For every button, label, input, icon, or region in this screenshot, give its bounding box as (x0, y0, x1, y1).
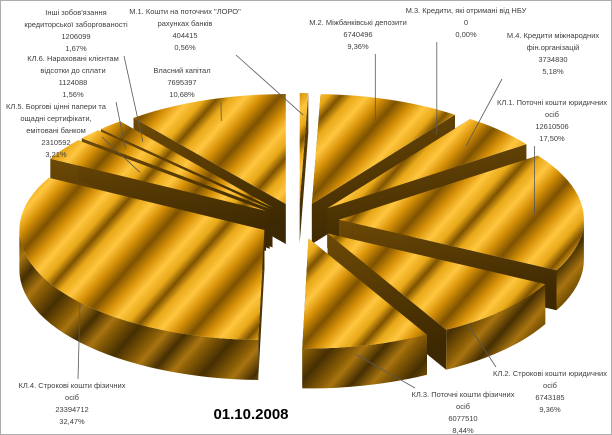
slice-label-value: 0 (463, 18, 469, 27)
slice-label-name: М.2. Міжбанківські депозити (309, 18, 407, 27)
leader-lines (77, 42, 535, 389)
slice-label-value: 6740496 (343, 30, 373, 39)
slice-label-value: 6743185 (535, 393, 565, 402)
slice-label-m1: М.1. Кошти на поточних "ЛОРО" рахунках б… (126, 6, 244, 54)
slice-label-percent: 9,36% (347, 42, 369, 51)
slice-label-percent: 32,47% (59, 417, 85, 426)
slice-label-inshi: Інші зобов'язання кредиторської заборгов… (20, 7, 132, 55)
slice-label-m4: М.4. Кредити міжнародних фін.організацій… (494, 30, 611, 78)
slice-label-value: 1124088 (58, 78, 88, 87)
slice-label-name: Інші зобов'язання кредиторської заборгов… (24, 8, 128, 29)
slice-label-percent: 5,18% (542, 67, 564, 76)
slice-label-name: М.3. Кредити, які отримані від НБУ (405, 6, 527, 15)
slice-label-name: Власний капітал (153, 66, 211, 75)
slice-label-percent: 1,67% (65, 44, 87, 53)
slice-label-kl2: КЛ.2. Строкові кошти юридичних осіб 67431… (488, 368, 611, 416)
slice-label-percent: 0,00% (455, 30, 477, 39)
slice-label-value: 23394712 (55, 405, 89, 414)
slice-label-value: 3734830 (538, 55, 568, 64)
slice-label-m3: М.3. Кредити, які отримані від НБУ 0 0,00% (405, 5, 527, 41)
slice-label-value: 2310592 (41, 138, 71, 147)
slice-label-value: 404415 (172, 31, 198, 40)
slice-label-name: КЛ.6. Нараховані клієнтам відсотки до сп… (27, 54, 119, 75)
slice-label-value: 12610506 (535, 122, 569, 131)
slice-label-kl3: КЛ.3. Поточні кошти фізичних осіб 6077510… (407, 389, 519, 435)
slice-label-value: 1206099 (61, 32, 91, 41)
slice-label-kl6: КЛ.6. Нараховані клієнтам відсотки до сп… (22, 53, 124, 101)
slice-label-kl4: КЛ.4. Строкові кошти фізичних осіб 233947… (12, 380, 132, 428)
pie-slice-kl3[interactable] (302, 238, 427, 389)
slice-label-name: М.1. Кошти на поточних "ЛОРО" рахунках б… (129, 7, 241, 28)
slice-label-name: КЛ.2. Строкові кошти юридичних осіб (493, 369, 607, 390)
slice-label-vlasnyi: Власний капітал 7695397 10,68% (135, 65, 229, 101)
slice-label-percent: 3,21% (45, 150, 67, 159)
chart-date-label: 01.10.2008 (213, 406, 289, 423)
slice-label-percent: 17,50% (539, 134, 565, 143)
slice-label-name: КЛ.3. Поточні кошти фізичних осіб (411, 390, 515, 411)
slice-label-name: КЛ.5. Боргові цінні папери та ощадні сер… (6, 102, 106, 135)
slice-label-percent: 9,36% (539, 405, 561, 414)
slice-label-name: М.4. Кредити міжнародних фін.організацій (506, 31, 600, 52)
slice-label-kl1: КЛ.1. Поточні кошти юридичних осіб 126105… (491, 97, 611, 145)
slice-label-percent: 8,44% (452, 426, 474, 435)
slice-label-m2: М.2. Міжбанківські депозити 6740496 9,36% (282, 17, 434, 53)
pie-slice-m1[interactable] (299, 93, 309, 243)
slice-label-percent: 1,56% (62, 90, 84, 99)
slice-label-value: 6077510 (448, 414, 478, 423)
pie-slice-kl4[interactable] (19, 177, 265, 380)
slice-label-percent: 0,56% (174, 43, 196, 52)
slice-label-name: КЛ.4. Строкові кошти фізичних осіб (18, 381, 126, 402)
slice-label-percent: 10,68% (169, 90, 195, 99)
slice-label-name: КЛ.1. Поточні кошти юридичних осіб (496, 98, 608, 119)
slice-label-kl5: КЛ.5. Боргові цінні папери та ощадні сер… (6, 101, 106, 161)
slice-label-value: 7695397 (167, 78, 197, 87)
